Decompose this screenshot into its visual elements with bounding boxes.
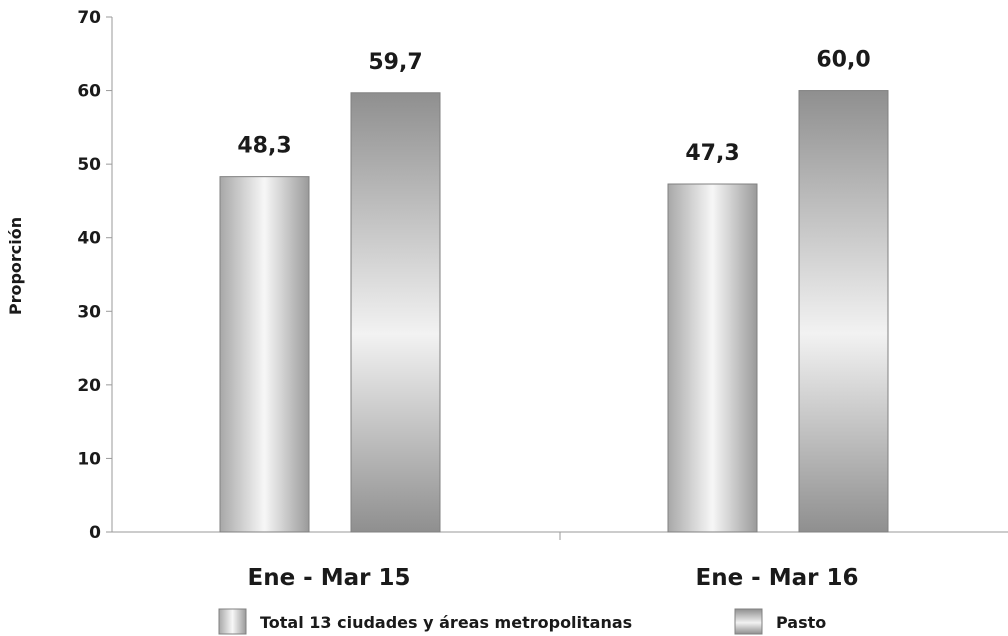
- data-labels: 48,3 59,7 47,3 60,0: [237, 48, 870, 166]
- x-tick-label: Ene - Mar 15: [247, 565, 410, 591]
- bar-pasto: [798, 90, 889, 533]
- y-axis: 0 10 20 30 40 50 60 70: [77, 8, 113, 543]
- bar-total: [667, 183, 758, 533]
- x-axis: Ene - Mar 15 Ene - Mar 16: [112, 531, 1008, 591]
- data-label: 59,7: [368, 50, 422, 75]
- legend-swatch: [218, 608, 247, 635]
- y-tick-label: 20: [77, 376, 101, 396]
- legend-label: Pasto: [776, 613, 826, 632]
- bar-total: [219, 176, 310, 533]
- legend-swatch: [734, 608, 763, 635]
- legend-label: Total 13 ciudades y áreas metropolitanas: [260, 613, 632, 632]
- data-label: 60,0: [816, 48, 870, 73]
- data-label: 47,3: [685, 141, 739, 166]
- y-tick-label: 10: [77, 449, 101, 469]
- data-label: 48,3: [237, 134, 291, 159]
- y-tick-label: 60: [77, 82, 101, 102]
- y-tick-label: 40: [77, 229, 101, 249]
- y-tick-label: 0: [89, 523, 101, 543]
- y-tick-label: 70: [77, 8, 101, 28]
- y-tick-label: 50: [77, 155, 101, 175]
- y-axis-label: Proporción: [6, 217, 25, 315]
- bar-pasto: [350, 92, 441, 533]
- bars: [219, 90, 889, 533]
- x-tick-label: Ene - Mar 16: [695, 565, 858, 591]
- y-tick-label: 30: [77, 302, 101, 322]
- legend: Total 13 ciudades y áreas metropolitanas…: [218, 608, 826, 635]
